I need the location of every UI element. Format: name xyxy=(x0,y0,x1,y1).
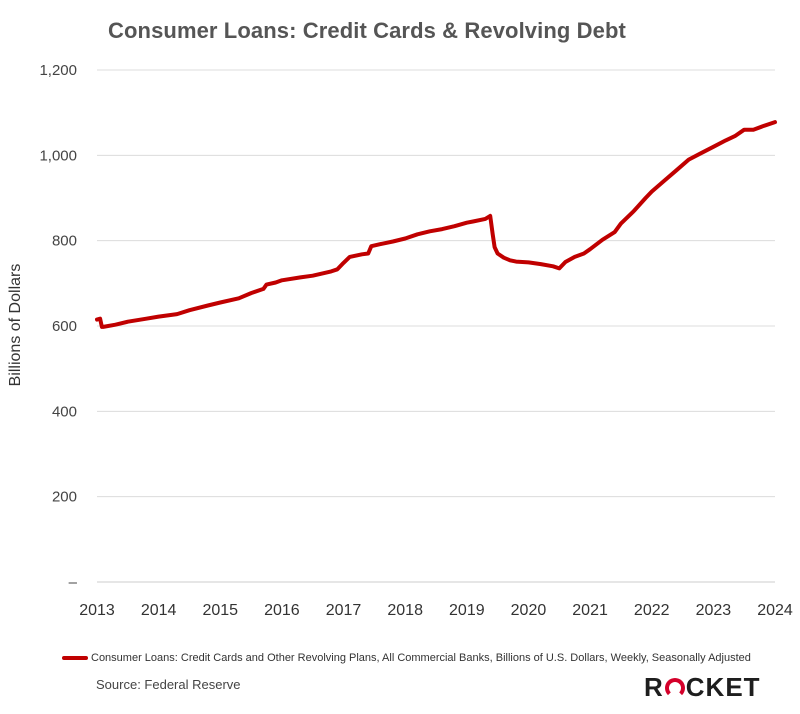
x-axis-ticks: 2013 2014 2015 2016 2017 2018 2019 2020 2021 2022… xyxy=(79,602,793,619)
y-tick-label: 200 xyxy=(52,489,77,506)
y-axis-label: Billions of Dollars xyxy=(7,264,24,387)
rocket-logo: R CKET xyxy=(644,672,761,703)
series-layer xyxy=(95,120,777,329)
source-note: Source: Federal Reserve xyxy=(96,677,241,692)
x-tick-label: 2017 xyxy=(326,602,362,619)
grid-lines xyxy=(97,69,775,498)
y-axis-ticks: – 200 400 600 800 1,000 1,200 xyxy=(39,62,77,591)
logo-text-end: CKET xyxy=(685,672,761,702)
y-tick-label: 1,000 xyxy=(39,147,77,164)
y-tick-label: 600 xyxy=(52,318,77,335)
x-tick-label: 2021 xyxy=(572,602,608,619)
x-tick-label: 2020 xyxy=(511,602,547,619)
x-tick-label: 2022 xyxy=(634,602,670,619)
x-tick-label: 2023 xyxy=(696,602,732,619)
x-tick-label: 2014 xyxy=(141,602,177,619)
y-tick-label: – xyxy=(69,574,78,591)
x-tick-label: 2024 xyxy=(757,602,793,619)
x-tick-label: 2016 xyxy=(264,602,300,619)
x-tick-label: 2013 xyxy=(79,602,115,619)
y-tick-label: 400 xyxy=(52,403,77,420)
series-line xyxy=(95,120,777,329)
chart-title: Consumer Loans: Credit Cards & Revolving… xyxy=(108,18,626,43)
x-tick-label: 2015 xyxy=(202,602,238,619)
legend-label: Consumer Loans: Credit Cards and Other R… xyxy=(91,652,751,664)
y-tick-label: 800 xyxy=(52,233,77,250)
legend: Consumer Loans: Credit Cards and Other R… xyxy=(62,652,751,664)
y-tick-label: 1,200 xyxy=(39,62,77,79)
logo-text-start: R xyxy=(644,672,664,702)
legend-swatch xyxy=(62,656,88,660)
x-tick-label: 2019 xyxy=(449,602,485,619)
logo-o-arc xyxy=(664,677,685,698)
x-tick-label: 2018 xyxy=(387,602,423,619)
